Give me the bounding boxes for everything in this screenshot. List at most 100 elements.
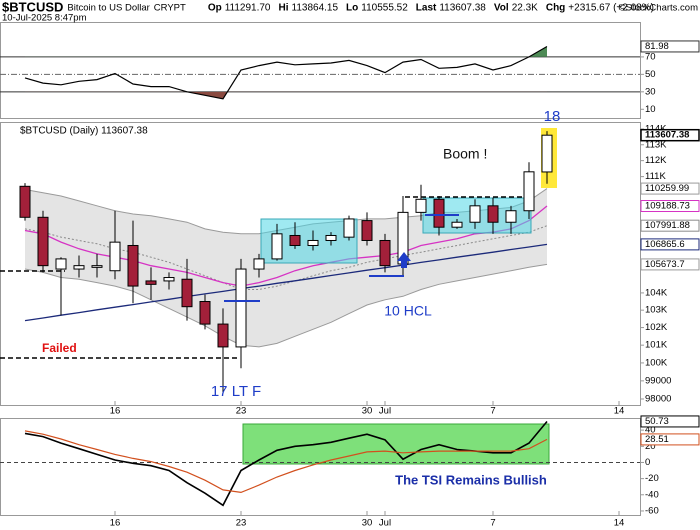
rsi-line [24, 45, 548, 100]
field-value: 113607.38 [439, 3, 486, 14]
annotation: The TSI Remains Bullish [395, 472, 547, 487]
candle-body [199, 301, 211, 325]
value-box-label: 107991.88 [645, 220, 690, 231]
field-label: Chg [546, 3, 565, 14]
bollinger-band-fill [25, 188, 547, 347]
field-label: Last [416, 3, 437, 14]
value-box [640, 415, 700, 428]
candle-body [271, 233, 283, 260]
value-box [640, 238, 700, 251]
field-value: 111291.70 [225, 3, 271, 14]
y-tick-label: 100K [645, 357, 668, 368]
y-tick-label: 40 [645, 425, 656, 436]
legend-label: $BTCUSD (Daily) 113607.38 [20, 126, 148, 137]
value-box-label: 113607.38 [645, 130, 689, 141]
annotation: 18 [544, 108, 561, 125]
field-label: Lo [346, 3, 358, 14]
x-tick-label: 14 [614, 406, 625, 417]
annotation: 10 HCL [384, 303, 432, 319]
candle-body [307, 239, 319, 246]
value-box-label: 28.51 [645, 434, 669, 445]
value-box-label: 50.73 [645, 416, 669, 427]
y-tick-label: -20 [645, 473, 659, 484]
candle-body [19, 185, 31, 218]
candle-body [415, 198, 427, 213]
tsi-line [24, 420, 548, 507]
field-label: Op [208, 3, 222, 14]
candle-body [505, 210, 517, 223]
x-tick-label: 30 [362, 518, 373, 529]
candle-body [325, 234, 337, 241]
x-tick-label: Jul [379, 518, 391, 529]
y-tick-label: 50 [645, 69, 656, 80]
y-tick-label: 20 [645, 441, 656, 452]
tsi-line [24, 430, 548, 494]
y-tick-label: 98000 [645, 393, 671, 404]
credit: ©StockCharts.com [619, 3, 698, 14]
value-box [640, 182, 700, 195]
candle-body [37, 216, 49, 267]
field-value: +2315.67 (+2.08%) [568, 3, 654, 14]
y-tick-label: -60 [645, 505, 659, 516]
y-tick-label: 0 [645, 457, 650, 468]
annotation: Failed [42, 341, 77, 355]
candle-body [523, 171, 535, 212]
value-box-label: 81.98 [645, 41, 669, 52]
candle-body [253, 258, 265, 270]
value-box-label: 109188.73 [645, 201, 690, 212]
up-arrow [397, 252, 411, 268]
value-box [640, 200, 700, 213]
candle-body [145, 280, 157, 285]
y-tick-label: 111K [645, 171, 666, 182]
field-value: 113864.15 [292, 3, 339, 14]
field-label: Vol [494, 3, 509, 14]
overlay-line [24, 243, 548, 322]
x-tick-label: 7 [490, 518, 495, 529]
y-tick-label: 102K [645, 322, 668, 333]
y-tick-label: -40 [645, 489, 659, 500]
candle-body [235, 268, 247, 348]
exchange: CRYPT [154, 3, 186, 14]
candle-body [289, 234, 301, 246]
x-tick-label: 16 [110, 518, 121, 529]
candle-body [433, 198, 445, 228]
value-box [640, 40, 700, 53]
candle-body [181, 278, 193, 308]
value-box-label: 110259.99 [645, 183, 689, 194]
candle-body [127, 244, 139, 287]
annotation: 17 LT F [211, 383, 261, 400]
symbol: $BTCUSD [2, 0, 63, 14]
y-tick-label: 30 [645, 86, 656, 97]
y-tick-label: 103K [645, 305, 668, 316]
field-value: 22.3K [512, 3, 538, 14]
candle-body [109, 241, 121, 272]
y-tick-label: 99000 [645, 375, 671, 386]
x-tick-label: 14 [614, 518, 625, 529]
candle-body [469, 205, 481, 223]
y-tick-label: 112K [645, 155, 667, 166]
candle-body [73, 265, 85, 270]
instrument-name: Bitcoin to US Dollar [67, 3, 149, 14]
candle-body [541, 134, 553, 173]
candle-body [487, 205, 499, 223]
x-tick-label: 16 [110, 406, 121, 417]
value-box [640, 258, 700, 271]
x-tick-label: 23 [236, 518, 247, 529]
candle-body [55, 258, 67, 270]
x-tick-label: 30 [362, 406, 373, 417]
candle-body [91, 265, 103, 268]
candle-body [451, 221, 463, 228]
candle-body [379, 239, 391, 267]
rsi-panel [0, 22, 641, 119]
candle-body [217, 323, 229, 348]
y-tick-label: 104K [645, 287, 668, 298]
candle-body [163, 277, 175, 282]
y-tick-label: 101K [645, 340, 668, 351]
value-box [640, 433, 700, 446]
value-box-label: 105673.7 [645, 259, 685, 270]
y-tick-label: 10 [645, 104, 656, 115]
field-label: Hi [279, 3, 289, 14]
x-tick-label: 7 [490, 406, 495, 417]
candle-body [361, 220, 373, 241]
